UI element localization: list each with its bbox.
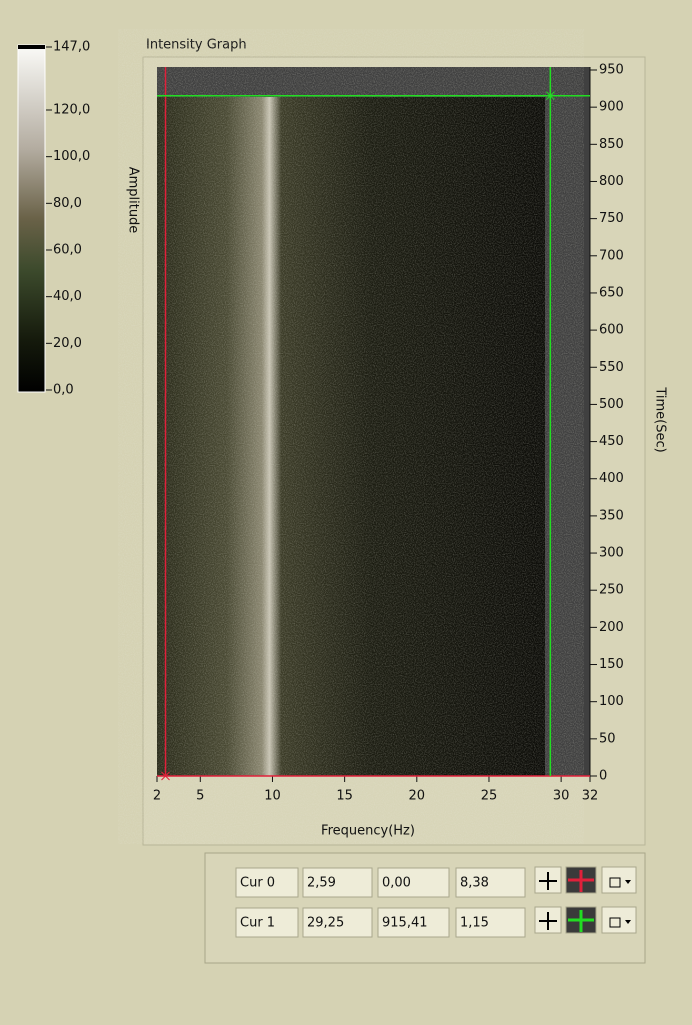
- cursor-name: Cur 1: [240, 916, 275, 931]
- x-axis-label: Frequency(Hz): [321, 824, 415, 839]
- x-tick-label: 5: [196, 789, 204, 804]
- intensity-texture: [157, 97, 545, 776]
- z-axis-label: Amplitude: [126, 167, 141, 234]
- y-tick-label: 100: [599, 694, 624, 709]
- z-tick-label: 20,0: [53, 336, 82, 351]
- z-tick-label: 100,0: [53, 149, 90, 164]
- cursor-cell[interactable]: [235, 867, 299, 898]
- z-tick-label: 80,0: [53, 196, 82, 211]
- color-ramp: [17, 44, 46, 393]
- y-tick-label: 700: [599, 248, 624, 263]
- cursor-cell: [377, 907, 450, 938]
- cursor-style-icon: [568, 910, 594, 932]
- y-tick-label: 300: [599, 546, 624, 561]
- y-tick-label: 200: [599, 620, 624, 635]
- color-ramp-cap: [18, 45, 45, 49]
- cursor-style-icon: [568, 870, 594, 892]
- y-tick-label: 900: [599, 100, 624, 115]
- cursor-x-value: 29,25: [307, 916, 344, 931]
- cursor-cell[interactable]: [235, 907, 299, 938]
- y-tick-label: 250: [599, 583, 624, 598]
- cursor-y-value: 915,41: [382, 916, 428, 931]
- z-tick-label: 0,0: [53, 383, 74, 398]
- cursor-cell: [455, 867, 526, 898]
- cursor-move-icon: [539, 912, 557, 930]
- z-tick-label: 40,0: [53, 289, 82, 304]
- cursor-x-value: 2,59: [307, 876, 336, 891]
- z-tick-label: 147,0: [53, 40, 90, 55]
- y-tick-label: 350: [599, 508, 624, 523]
- x-tick-label: 30: [553, 789, 570, 804]
- cursor-lock-icon: [609, 877, 621, 888]
- x-tick-label: 32: [582, 789, 599, 804]
- cursor-lock-arrow: [625, 920, 631, 924]
- x-tick-label: 25: [481, 789, 498, 804]
- cursor-cell: [302, 867, 373, 898]
- cursor-z-value: 1,15: [460, 916, 489, 931]
- cursor-cell: [455, 907, 526, 938]
- y-tick-label: 500: [599, 397, 624, 412]
- cursor-lock-icon: [609, 917, 621, 928]
- graph-title: Intensity Graph: [146, 38, 247, 53]
- cursor-cell: [302, 907, 373, 938]
- y-tick-label: 800: [599, 174, 624, 189]
- y-tick-label: 600: [599, 323, 624, 338]
- y-tick-label: 400: [599, 471, 624, 486]
- cursor-marker: [545, 91, 555, 101]
- y-tick-label: 0: [599, 769, 607, 784]
- z-tick-label: 60,0: [53, 243, 82, 258]
- cursor-z-value: 8,38: [460, 876, 489, 891]
- cursor-name: Cur 0: [240, 876, 275, 891]
- y-tick-label: 50: [599, 731, 616, 746]
- y-axis-label: Time(Sec): [653, 386, 668, 452]
- x-tick-label: 2: [153, 789, 161, 804]
- y-tick-label: 950: [599, 63, 624, 78]
- y-tick-label: 150: [599, 657, 624, 672]
- x-tick-label: 10: [264, 789, 281, 804]
- x-tick-label: 15: [336, 789, 353, 804]
- cursor-y-value: 0,00: [382, 876, 411, 891]
- y-tick-label: 450: [599, 434, 624, 449]
- y-tick-label: 750: [599, 211, 624, 226]
- z-tick-label: 120,0: [53, 103, 90, 118]
- cursor-cell: [377, 867, 450, 898]
- y-tick-label: 650: [599, 285, 624, 300]
- x-tick-label: 20: [409, 789, 426, 804]
- y-tick-label: 550: [599, 360, 624, 375]
- cursor-lock-arrow: [625, 880, 631, 884]
- y-tick-label: 850: [599, 137, 624, 152]
- cursor-move-icon: [539, 872, 557, 890]
- cursor-marker: [161, 771, 170, 781]
